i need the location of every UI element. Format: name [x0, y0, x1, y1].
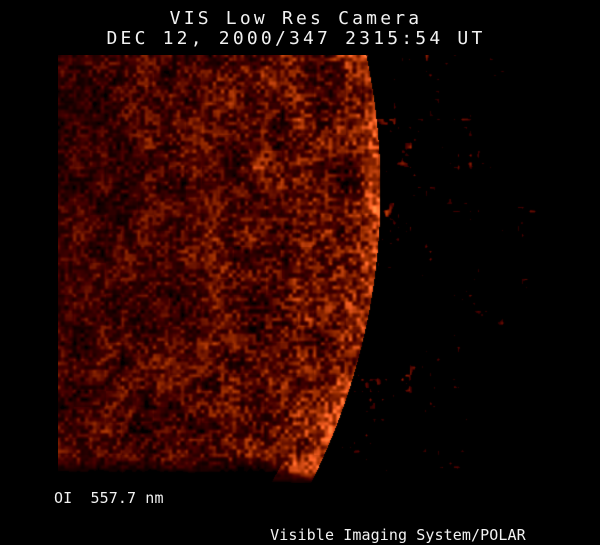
timestamp: DEC 12, 2000/347 2315:54 UT — [106, 28, 486, 49]
credit-line-1: Visible Imaging System/POLAR — [270, 526, 526, 544]
app-title: VIS Low Res Camera — [169, 8, 423, 29]
camera-image — [58, 55, 539, 483]
wavelength-label: OI 557.7 nm — [54, 489, 164, 507]
credit-block: Visible Imaging System/POLAR The Univers… — [252, 489, 544, 545]
